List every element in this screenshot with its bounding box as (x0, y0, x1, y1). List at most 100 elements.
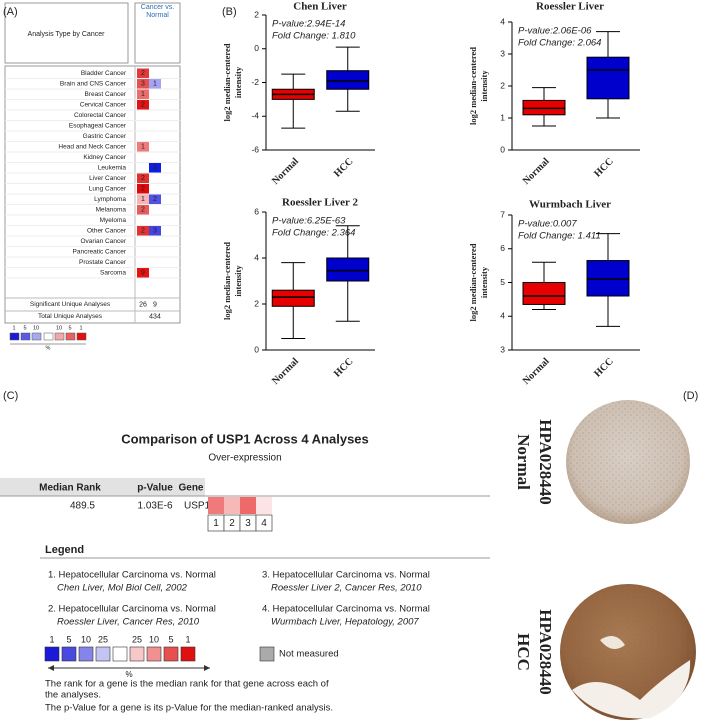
legend-source: Chen Liver, Mol Biol Cell, 2002 (57, 583, 188, 594)
cancer-label: Lung Cancer (89, 185, 127, 192)
y-axis-label: log2 median-centered (468, 243, 478, 321)
scale-tick: 10 (81, 634, 91, 644)
y-tick-label: 0 (500, 144, 505, 154)
tissue-gap (572, 660, 691, 719)
heatmap-label: 3 (245, 518, 251, 529)
annotation: P-value:2.06E-06 (518, 26, 592, 37)
cancer-label: Sarcoma (100, 269, 126, 276)
count-value: 3 (153, 165, 157, 172)
y-tick-label: 1 (500, 112, 505, 122)
count-value: 2 (141, 175, 145, 182)
cancer-label: Ovarian Cancer (80, 238, 126, 245)
y-tick-label: 0 (254, 43, 259, 53)
cancer-label: Esophageal Cancer (69, 122, 127, 129)
cancer-label: Cervical Cancer (80, 101, 127, 108)
cancer-label: Gastric Cancer (83, 133, 127, 140)
legend-tick: 10 (33, 325, 39, 331)
box (586, 56, 630, 100)
y-tick-label: 2 (254, 9, 259, 19)
scale-swatch (129, 646, 145, 662)
header-left: Analysis Type by Cancer (28, 31, 106, 38)
panel-label: (B) (222, 6, 237, 18)
cancer-label: Prostate Cancer (79, 259, 127, 266)
scale-tick: 25 (132, 634, 142, 644)
ihc-label: HPA028440 (536, 609, 555, 695)
y-axis-label: log2 median-centered (222, 242, 232, 320)
tissue-gap (600, 636, 625, 649)
heatmap-label: 1 (213, 518, 219, 529)
scale-swatch (180, 646, 196, 662)
y-tick-label: 0 (254, 344, 259, 354)
count-value: 2 (141, 228, 145, 235)
ihc-label: Normal (514, 434, 533, 490)
y-tick-label: 2 (254, 298, 259, 308)
cancer-label: Breast Cancer (84, 91, 126, 98)
legend-swatch-neutral (43, 332, 54, 341)
legend-item: 2. Hepatocellular Carcinoma vs. Normal (48, 604, 216, 615)
summary-value: 434 (149, 313, 161, 320)
y-axis-label: intensity (479, 266, 489, 298)
count-cell (149, 79, 161, 89)
count-cell (149, 226, 161, 236)
cancer-label: Lymphoma (94, 196, 126, 203)
note: The p-Value for a gene is its p-Value fo… (45, 703, 333, 714)
panel-label: (D) (683, 390, 698, 402)
cancer-label: Other Cancer (87, 227, 127, 234)
heatmap-cell (256, 497, 272, 514)
header-box (4, 2, 129, 64)
note: the analyses. (45, 690, 101, 701)
y-tick-label: 4 (500, 311, 505, 321)
table-header: Gene (178, 483, 203, 494)
scale-swatch (61, 646, 77, 662)
y-tick-label: 3 (500, 48, 505, 58)
legend-swatch (54, 332, 65, 341)
comparison-subtitle: Over-expression (208, 453, 281, 464)
x-tick-label: Normal (270, 156, 301, 187)
scale-swatch (146, 646, 162, 662)
box (326, 70, 370, 90)
count-cell (137, 89, 149, 99)
scale-tick: 5 (66, 634, 71, 644)
x-tick-label: Normal (270, 356, 301, 387)
y-axis-label: intensity (233, 265, 243, 297)
annotation: P-value:6.25E-63 (272, 216, 346, 227)
count-value: 2 (153, 196, 157, 203)
count-value: 2 (141, 70, 145, 77)
chart-title: Roessler Liver (536, 1, 604, 13)
count-value: 2 (141, 207, 145, 214)
count-value: 2 (141, 186, 145, 193)
legend-swatch (20, 332, 31, 341)
scale-unit: % (125, 670, 132, 679)
count-cell (137, 268, 149, 278)
table-cell: 489.5 (70, 501, 95, 512)
y-tick-label: 4 (254, 252, 259, 262)
cancer-label: Head and Neck Cancer (58, 143, 126, 150)
cancer-label: Leukemia (98, 164, 127, 171)
table-header: p-Value (137, 483, 173, 494)
legend-item: 1. Hepatocellular Carcinoma vs. Normal (48, 570, 216, 581)
scale-tick: 1 (185, 634, 190, 644)
count-value: 1 (153, 81, 157, 88)
x-tick-label: HCC (592, 356, 616, 380)
header-right-box: Cancer vs. Normal (141, 4, 174, 19)
legend-source: Roessler Liver 2, Cancer Res, 2010 (271, 583, 422, 594)
y-tick-label: -6 (251, 144, 259, 154)
count-value: 9 (141, 270, 145, 277)
legend-tick: 10 (56, 325, 62, 331)
scale-tick: 5 (168, 634, 173, 644)
chart-title: Roessler Liver 2 (282, 197, 358, 209)
box (326, 257, 370, 282)
box (522, 282, 566, 305)
y-axis-label: intensity (479, 70, 489, 102)
legend-swatch (31, 332, 42, 341)
ihc-label: HCC (514, 633, 533, 671)
y-axis-label: intensity (233, 66, 243, 98)
count-value: 2 (141, 102, 145, 109)
table-header: Median Rank (39, 483, 101, 494)
chart-title: Wurmbach Liver (529, 199, 611, 211)
count-value: 1 (141, 144, 145, 151)
count-value: 1 (141, 91, 145, 98)
y-tick-label: 5 (500, 277, 505, 287)
not-measured-swatch (259, 646, 275, 662)
